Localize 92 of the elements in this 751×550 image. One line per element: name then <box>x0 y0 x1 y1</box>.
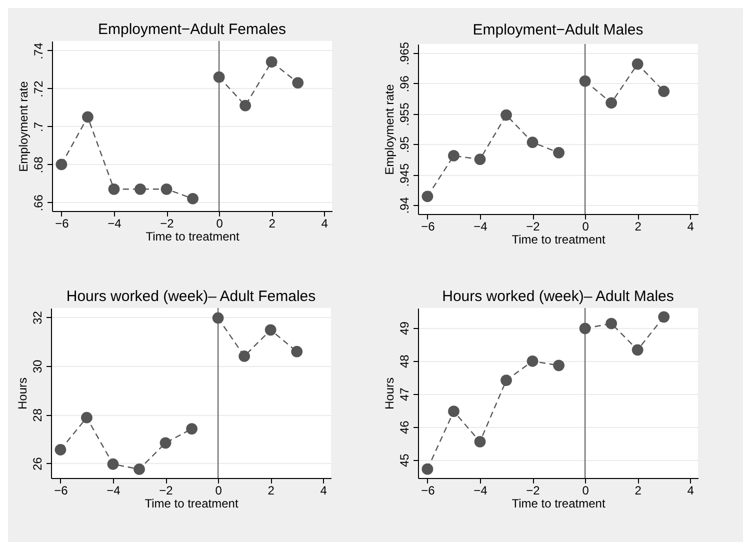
x-tick-label: −4 <box>108 216 122 230</box>
x-tick-label: 0 <box>215 484 222 498</box>
point <box>500 109 512 121</box>
y-tick-label: 48 <box>398 354 412 368</box>
point <box>448 150 460 162</box>
point <box>658 86 670 98</box>
y-tick-label: 45 <box>398 453 412 468</box>
point <box>160 183 172 195</box>
y-axis-title: Hours <box>382 377 396 410</box>
point <box>422 463 434 475</box>
x-tick-label: −6 <box>421 220 436 234</box>
x-tick-label: −2 <box>159 484 174 498</box>
y-tick-label: 26 <box>30 456 44 471</box>
point <box>264 324 276 336</box>
point <box>422 190 434 202</box>
x-axis-title: Time to treatment <box>146 230 240 244</box>
y-tick-label: .95 <box>398 136 412 154</box>
chart-title: Hours worked (week)– Adult Females <box>66 288 316 305</box>
point <box>240 100 252 112</box>
x-tick-label: 2 <box>634 220 642 234</box>
x-tick-label: −6 <box>55 216 70 230</box>
chart-title: Employment−Adult Females <box>98 21 286 38</box>
y-tick-label: .66 <box>32 194 46 212</box>
x-tick-label: 0 <box>582 484 590 498</box>
x-tick-label: −4 <box>474 484 488 498</box>
x-tick-label: 4 <box>687 484 694 498</box>
point <box>526 136 538 148</box>
point <box>474 154 486 166</box>
y-axis-title: Hours <box>16 377 30 410</box>
point <box>632 344 644 356</box>
x-tick-label: 4 <box>321 216 328 230</box>
y-tick-label: 47 <box>398 387 412 402</box>
x-tick-label: −4 <box>474 220 488 234</box>
point <box>134 464 145 475</box>
point <box>160 437 172 449</box>
x-tick-label: −6 <box>421 484 436 498</box>
y-tick-label: .68 <box>32 156 46 174</box>
y-tick-label: 32 <box>30 310 44 324</box>
y-tick-label: 46 <box>398 420 412 434</box>
x-tick-label: 4 <box>687 220 694 234</box>
y-tick-label: 49 <box>398 321 412 335</box>
y-tick-label: .945 <box>398 163 412 187</box>
point <box>266 56 278 68</box>
chart-title: Employment−Adult Males <box>472 21 644 38</box>
x-tick-label: 0 <box>582 220 590 234</box>
point <box>82 111 94 123</box>
x-tick-label: −4 <box>106 484 121 498</box>
y-tick-label: .74 <box>32 42 46 60</box>
point <box>606 97 618 109</box>
point <box>107 458 119 470</box>
x-tick-label: 2 <box>634 484 642 498</box>
y-tick-label: .7 <box>32 122 46 132</box>
x-tick-label: −2 <box>160 216 174 230</box>
x-axis-title: Time to treatment <box>512 232 606 246</box>
x-axis-title: Time to treatment <box>512 496 606 510</box>
point <box>606 318 618 330</box>
point <box>291 346 303 358</box>
y-tick-label: 30 <box>30 359 44 374</box>
y-tick-label: .94 <box>398 196 412 214</box>
point <box>54 444 66 456</box>
y-tick-label: .965 <box>398 42 412 66</box>
point <box>238 350 250 362</box>
chart-title: Hours worked (week)– Adult Males <box>442 288 674 305</box>
point <box>186 423 198 434</box>
point <box>134 183 146 195</box>
point <box>553 146 564 158</box>
y-tick-label: 28 <box>30 408 44 422</box>
x-tick-label: −2 <box>526 220 540 234</box>
x-tick-label: 4 <box>320 484 328 498</box>
y-tick-label: .955 <box>398 102 412 126</box>
point <box>658 311 670 323</box>
x-tick-label: 0 <box>216 216 224 230</box>
y-tick-label: .72 <box>32 80 46 98</box>
point <box>292 77 304 88</box>
x-tick-label: −6 <box>54 484 68 498</box>
point <box>632 58 644 70</box>
x-axis-title: Time to treatment <box>144 496 239 510</box>
point <box>500 374 512 386</box>
point <box>56 158 68 170</box>
point <box>448 406 460 418</box>
point <box>108 183 120 195</box>
x-tick-label: 2 <box>268 484 275 498</box>
point <box>81 412 92 424</box>
y-axis-title: Employment rate <box>382 84 396 175</box>
point <box>474 436 486 448</box>
point <box>553 360 564 372</box>
y-tick-label: .96 <box>398 75 412 92</box>
x-tick-label: 2 <box>268 216 276 230</box>
x-tick-label: −2 <box>526 484 540 498</box>
y-axis-title: Employment rate <box>16 80 30 172</box>
point <box>526 355 538 367</box>
point <box>187 192 198 204</box>
